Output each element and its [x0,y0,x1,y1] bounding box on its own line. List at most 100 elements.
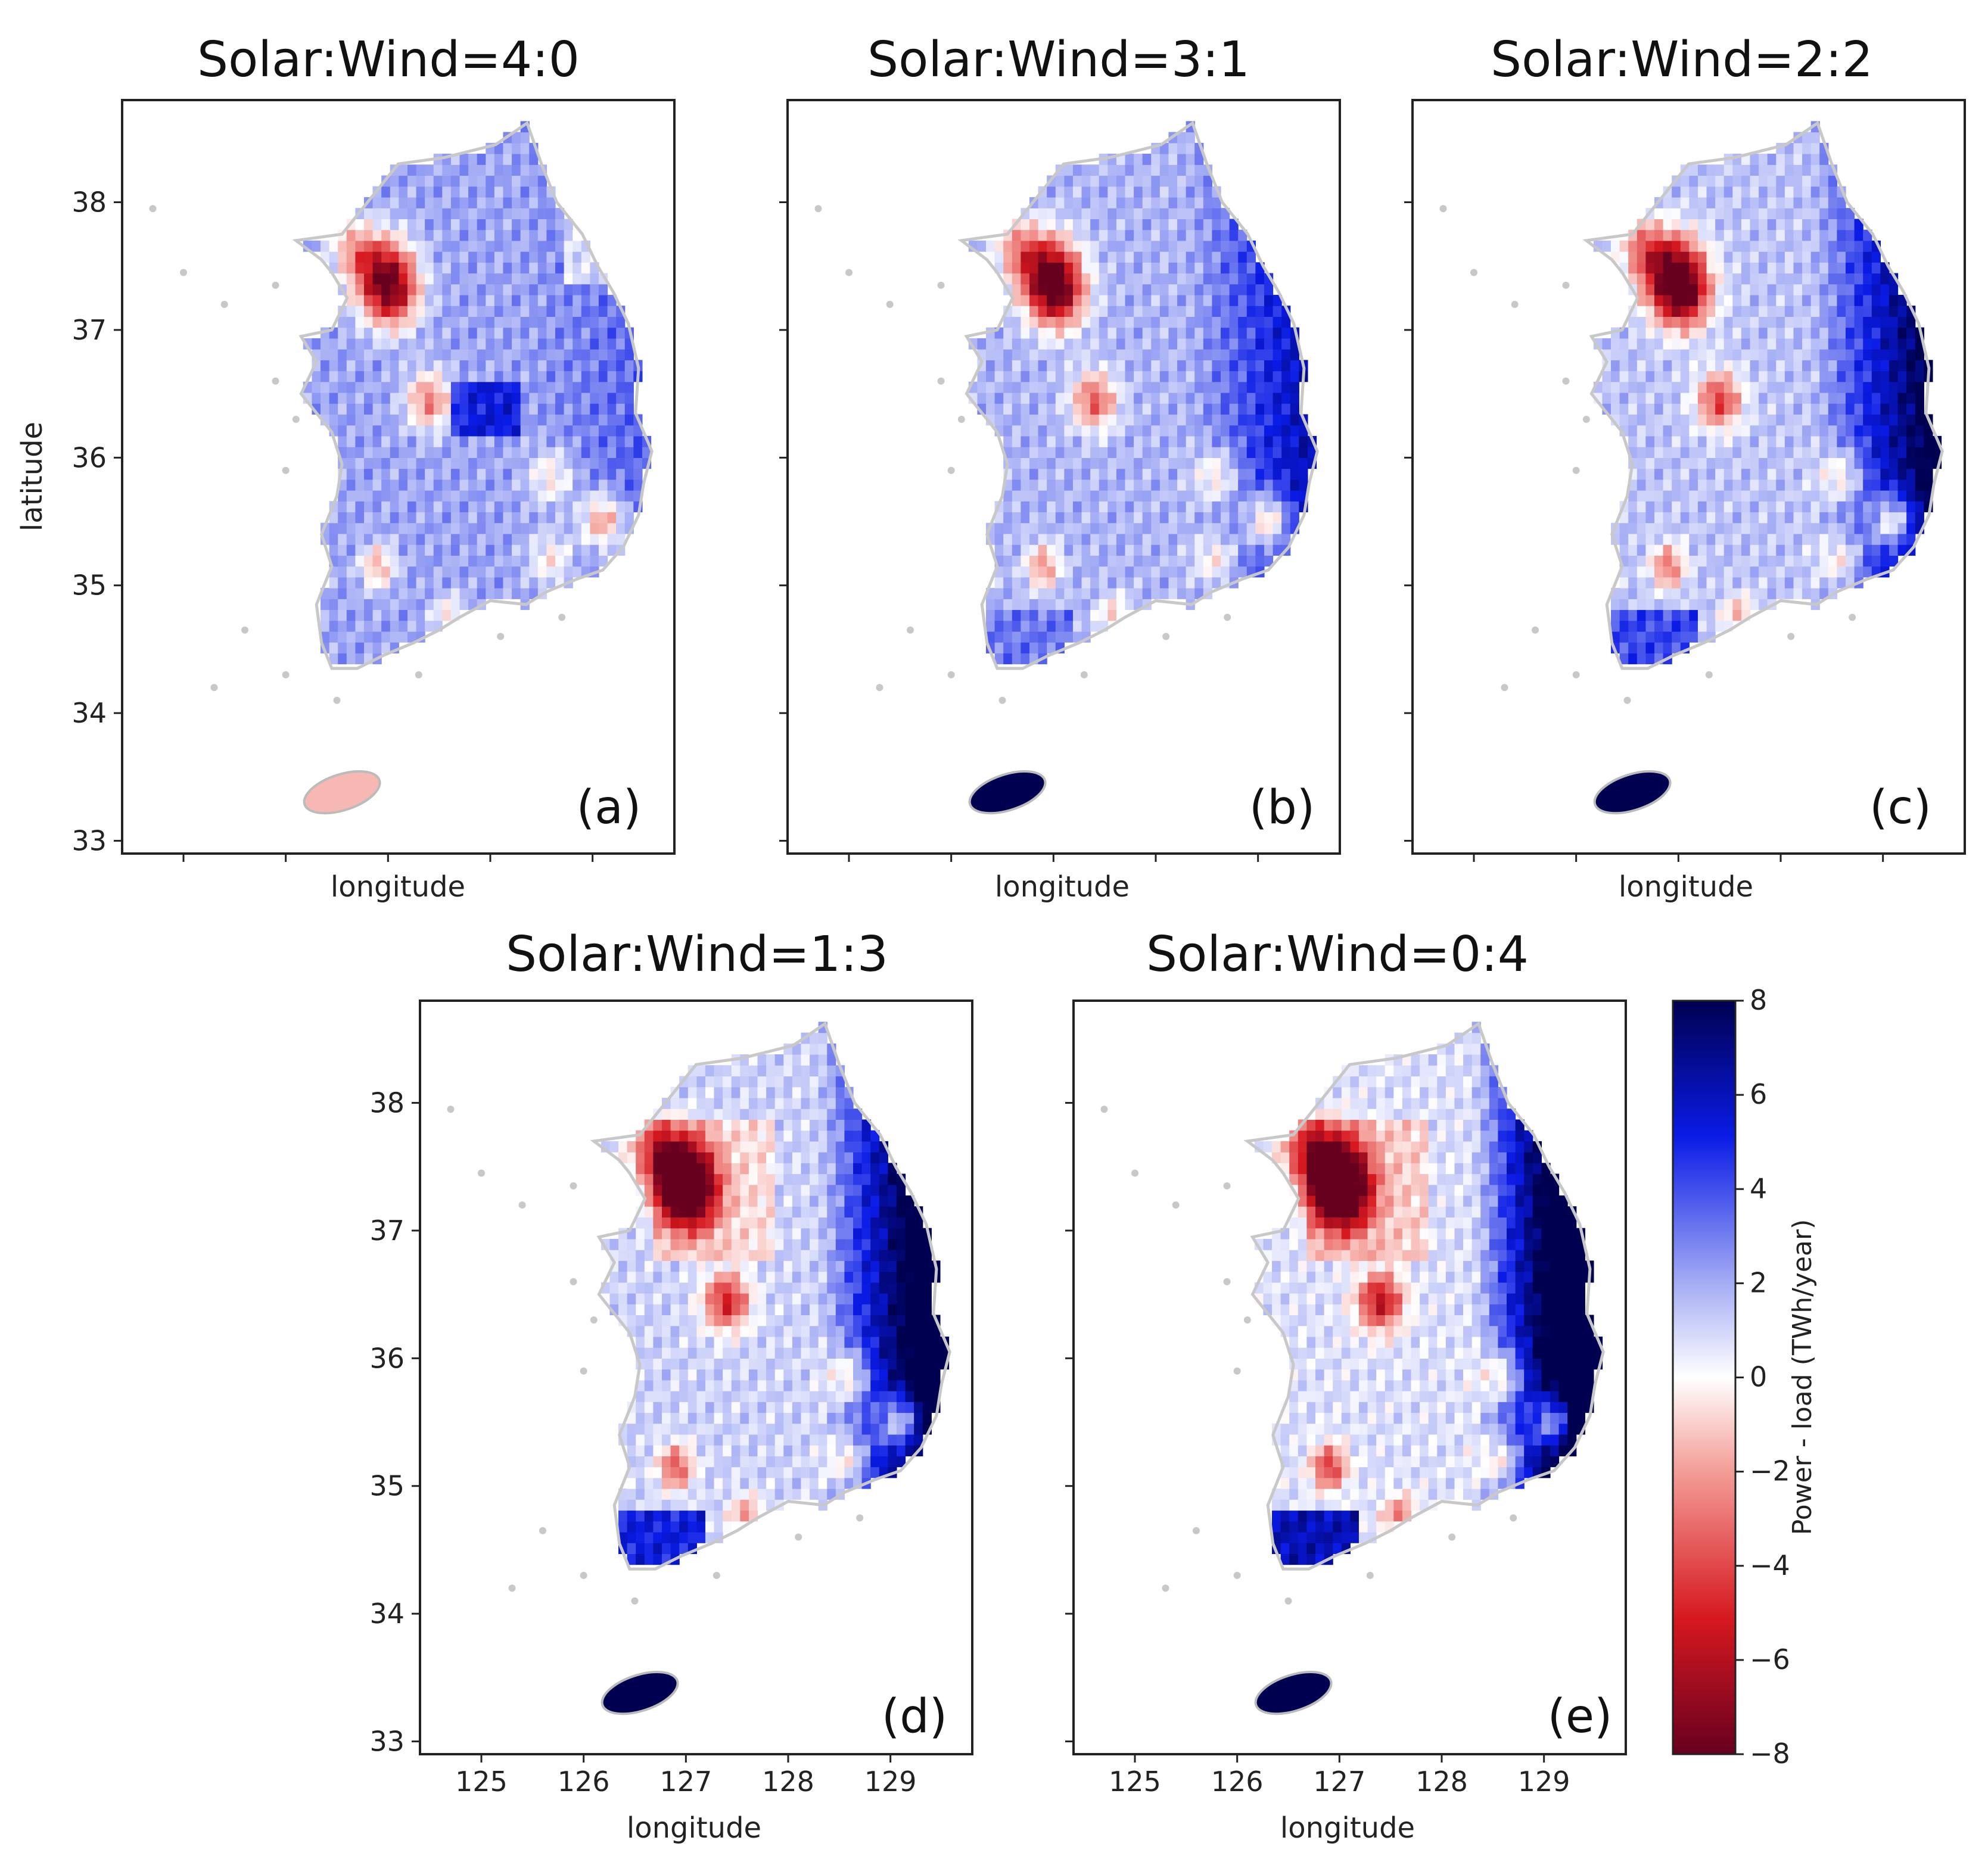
region-cell [1880,360,1890,372]
region-cell [1264,349,1274,360]
region-cell [853,1347,863,1359]
region-cell [1090,251,1100,263]
region-cell [1072,512,1082,524]
region-cell [774,1315,784,1327]
region-cell [329,533,338,545]
region-cell [801,1402,810,1413]
region-cell [1203,229,1213,241]
region-cell [653,1304,662,1316]
region-cell [986,620,995,632]
region-cell [546,240,556,252]
region-cell [1697,522,1707,534]
region-cell [1897,360,1907,372]
region-cell [1741,316,1751,328]
region-cell [1281,490,1291,502]
region-cell [1784,403,1794,415]
region-cell [879,1369,888,1381]
region-cell [1125,566,1134,578]
region-cell [1003,370,1013,382]
region-cell [581,349,590,360]
region-cell [888,1358,897,1370]
region-cell [766,1456,776,1468]
region-cell [433,186,443,198]
region-cell [1021,468,1030,480]
region-cell [994,533,1004,545]
region-cell [1012,620,1021,632]
region-cell [835,1423,845,1435]
region-cell [1880,403,1890,415]
region-cell [783,1336,793,1348]
region-cell [1645,599,1655,611]
region-cell [450,468,461,480]
region-cell [346,414,356,426]
region-cell [1680,197,1690,208]
region-cell [416,381,425,393]
region-cell [905,1434,914,1446]
region-cell [355,620,365,632]
region-cell [390,631,399,643]
region-cell [520,457,530,469]
region-cell [1854,457,1863,469]
region-cell [1212,425,1221,437]
region-cell [1038,403,1047,415]
region-cell [1871,533,1881,545]
region-cell [1212,338,1221,350]
region-cell [1212,533,1221,545]
region-cell [477,327,486,339]
region-cell [1273,338,1282,350]
region-cell [1619,620,1629,632]
region-cell [1706,240,1716,252]
region-cell [1099,208,1108,219]
region-cell [1672,566,1681,578]
region-cell [1134,566,1143,578]
region-cell [1880,425,1890,437]
region-cell [1116,468,1126,480]
region-cell [1029,609,1039,621]
region-cell [1134,240,1143,252]
region-cell [1663,555,1672,567]
region-cell [1273,381,1282,393]
region-cell [1238,447,1247,458]
region-cell [1802,533,1812,545]
region-cell [1125,501,1134,513]
region-cell [1611,240,1620,252]
region-cell [1021,316,1030,328]
region-cell [1099,262,1108,274]
region-cell [329,642,338,653]
region-cell [1784,544,1794,556]
region-cell [670,1423,680,1435]
region-cell [1203,327,1213,339]
choropleth-a [149,120,654,815]
region-cell [468,381,478,393]
region-cell [1810,327,1820,339]
region-cell [1767,490,1777,502]
region-cell [810,1347,819,1359]
region-cell [1186,533,1195,545]
region-cell [425,262,434,274]
region-cell [1802,588,1812,599]
region-cell [372,533,382,545]
region-cell [939,1347,950,1359]
region-cell [390,533,399,545]
panel-letter-c: (c) [1869,781,1931,835]
region-cell [1055,273,1065,285]
region-cell [1784,219,1794,231]
region-cell [355,414,365,426]
region-cell [425,577,434,589]
region-cell [468,447,478,458]
region-cell [1645,457,1655,469]
region-cell [399,338,408,350]
region-cell [653,1445,662,1456]
region-cell [1029,435,1039,447]
region-cell [1012,381,1021,393]
region-cell [1134,360,1143,372]
region-cell [1125,555,1134,567]
region-cell [1715,425,1725,437]
region-cell [1003,609,1013,621]
y-tick-label: 35 [71,569,107,602]
region-cell [1134,501,1143,513]
region-cell [1099,294,1108,306]
region-cell [1038,262,1047,274]
region-cell [1047,609,1056,621]
region-cell [1099,435,1108,447]
